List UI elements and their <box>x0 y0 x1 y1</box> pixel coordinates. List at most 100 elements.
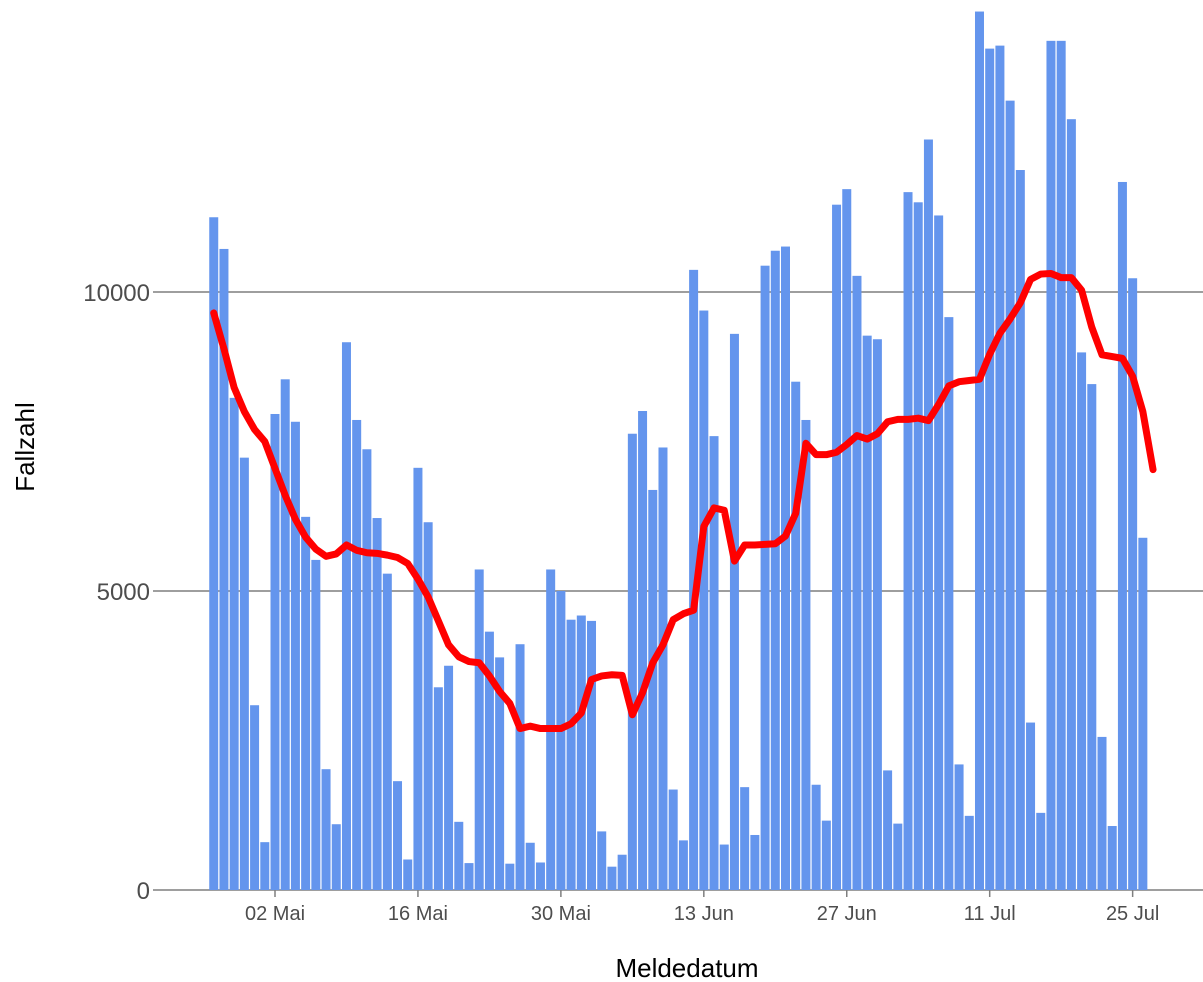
bar <box>903 192 913 890</box>
bar <box>321 769 331 890</box>
bar <box>781 246 790 891</box>
bar <box>393 781 403 890</box>
bar <box>566 619 576 890</box>
bar <box>883 770 893 890</box>
bar <box>842 189 852 890</box>
bar <box>382 573 392 890</box>
bar <box>872 339 882 890</box>
bar <box>474 569 484 890</box>
bar <box>791 381 801 890</box>
bar <box>1005 100 1015 890</box>
bar <box>352 419 362 890</box>
bar <box>535 862 545 890</box>
bar <box>331 824 341 890</box>
bar <box>495 657 505 890</box>
bar <box>403 859 413 890</box>
x-axis: 02 Mai 16 Mai 30 Mai 13 Jun 27 Jun 11 Jul 25 J… <box>245 890 1159 925</box>
bar <box>444 665 454 890</box>
bar <box>1066 119 1076 891</box>
bar <box>668 789 678 890</box>
x-axis-title: Meldedatum <box>615 953 758 982</box>
bar <box>719 844 729 890</box>
bar <box>280 379 290 890</box>
bar <box>576 615 586 890</box>
y-tick-label: 10000 <box>83 280 150 307</box>
bar <box>1128 278 1138 890</box>
x-tick-label: 25 Jul <box>1106 903 1159 925</box>
bar <box>239 457 249 890</box>
bar <box>699 310 709 890</box>
x-tick-label: 27 Jun <box>817 903 877 925</box>
bar <box>260 842 270 890</box>
bar <box>1046 40 1056 890</box>
bar <box>587 620 597 890</box>
y-tick-label: 0 <box>137 878 150 905</box>
bar <box>1056 40 1066 890</box>
bar <box>454 821 464 890</box>
bar <box>709 436 719 890</box>
bar <box>852 275 862 891</box>
bar <box>362 449 372 890</box>
bar <box>229 397 239 890</box>
bar <box>607 866 617 890</box>
bar <box>556 591 566 890</box>
bar <box>832 204 842 890</box>
bars-series <box>209 11 1148 891</box>
bar <box>811 784 821 890</box>
bar <box>250 705 260 890</box>
bar <box>678 840 688 890</box>
y-axis: 0 5000 10000 <box>83 280 160 905</box>
bar <box>219 248 229 890</box>
x-tick-label: 13 Jun <box>674 903 734 925</box>
bar <box>862 335 872 890</box>
bar <box>433 687 443 890</box>
bar <box>729 333 739 890</box>
x-tick-label: 30 Mai <box>531 903 591 925</box>
bar <box>423 522 433 890</box>
bar <box>627 433 637 890</box>
bar <box>1138 537 1148 890</box>
bar <box>1107 826 1117 890</box>
bar <box>209 217 219 890</box>
bar <box>1097 736 1107 890</box>
bar <box>1036 812 1046 890</box>
x-tick-label: 16 Mai <box>388 903 448 925</box>
bar <box>1026 722 1036 890</box>
bar <box>944 317 954 890</box>
bar <box>913 202 923 891</box>
bar <box>750 834 760 890</box>
x-tick-label: 02 Mai <box>245 903 305 925</box>
bar <box>413 467 423 890</box>
bar <box>464 863 474 890</box>
y-axis-title: Fallzahl <box>10 402 40 492</box>
bar <box>934 215 944 890</box>
bar <box>658 447 668 890</box>
bar <box>341 342 351 891</box>
bar <box>301 516 311 890</box>
moving-average-line <box>210 269 1157 733</box>
bar <box>1015 170 1025 890</box>
bar <box>515 644 525 890</box>
bar <box>964 815 974 890</box>
bar <box>505 863 515 890</box>
bar <box>974 11 984 891</box>
bar <box>617 854 627 890</box>
bar <box>893 823 903 890</box>
bar <box>985 48 995 891</box>
bar <box>770 250 780 891</box>
x-tick-label: 11 Jul <box>964 903 1016 925</box>
y-tick-label: 5000 <box>97 579 150 606</box>
bar <box>760 265 770 890</box>
bar <box>1087 384 1097 890</box>
bar <box>311 559 321 890</box>
bar <box>597 831 607 890</box>
bar <box>1077 352 1087 890</box>
bar <box>372 518 382 890</box>
bar <box>821 820 831 890</box>
bar <box>290 421 300 890</box>
bar <box>484 631 494 890</box>
bar <box>1117 181 1127 891</box>
moving-average-series <box>210 269 1157 733</box>
bar <box>954 764 964 890</box>
